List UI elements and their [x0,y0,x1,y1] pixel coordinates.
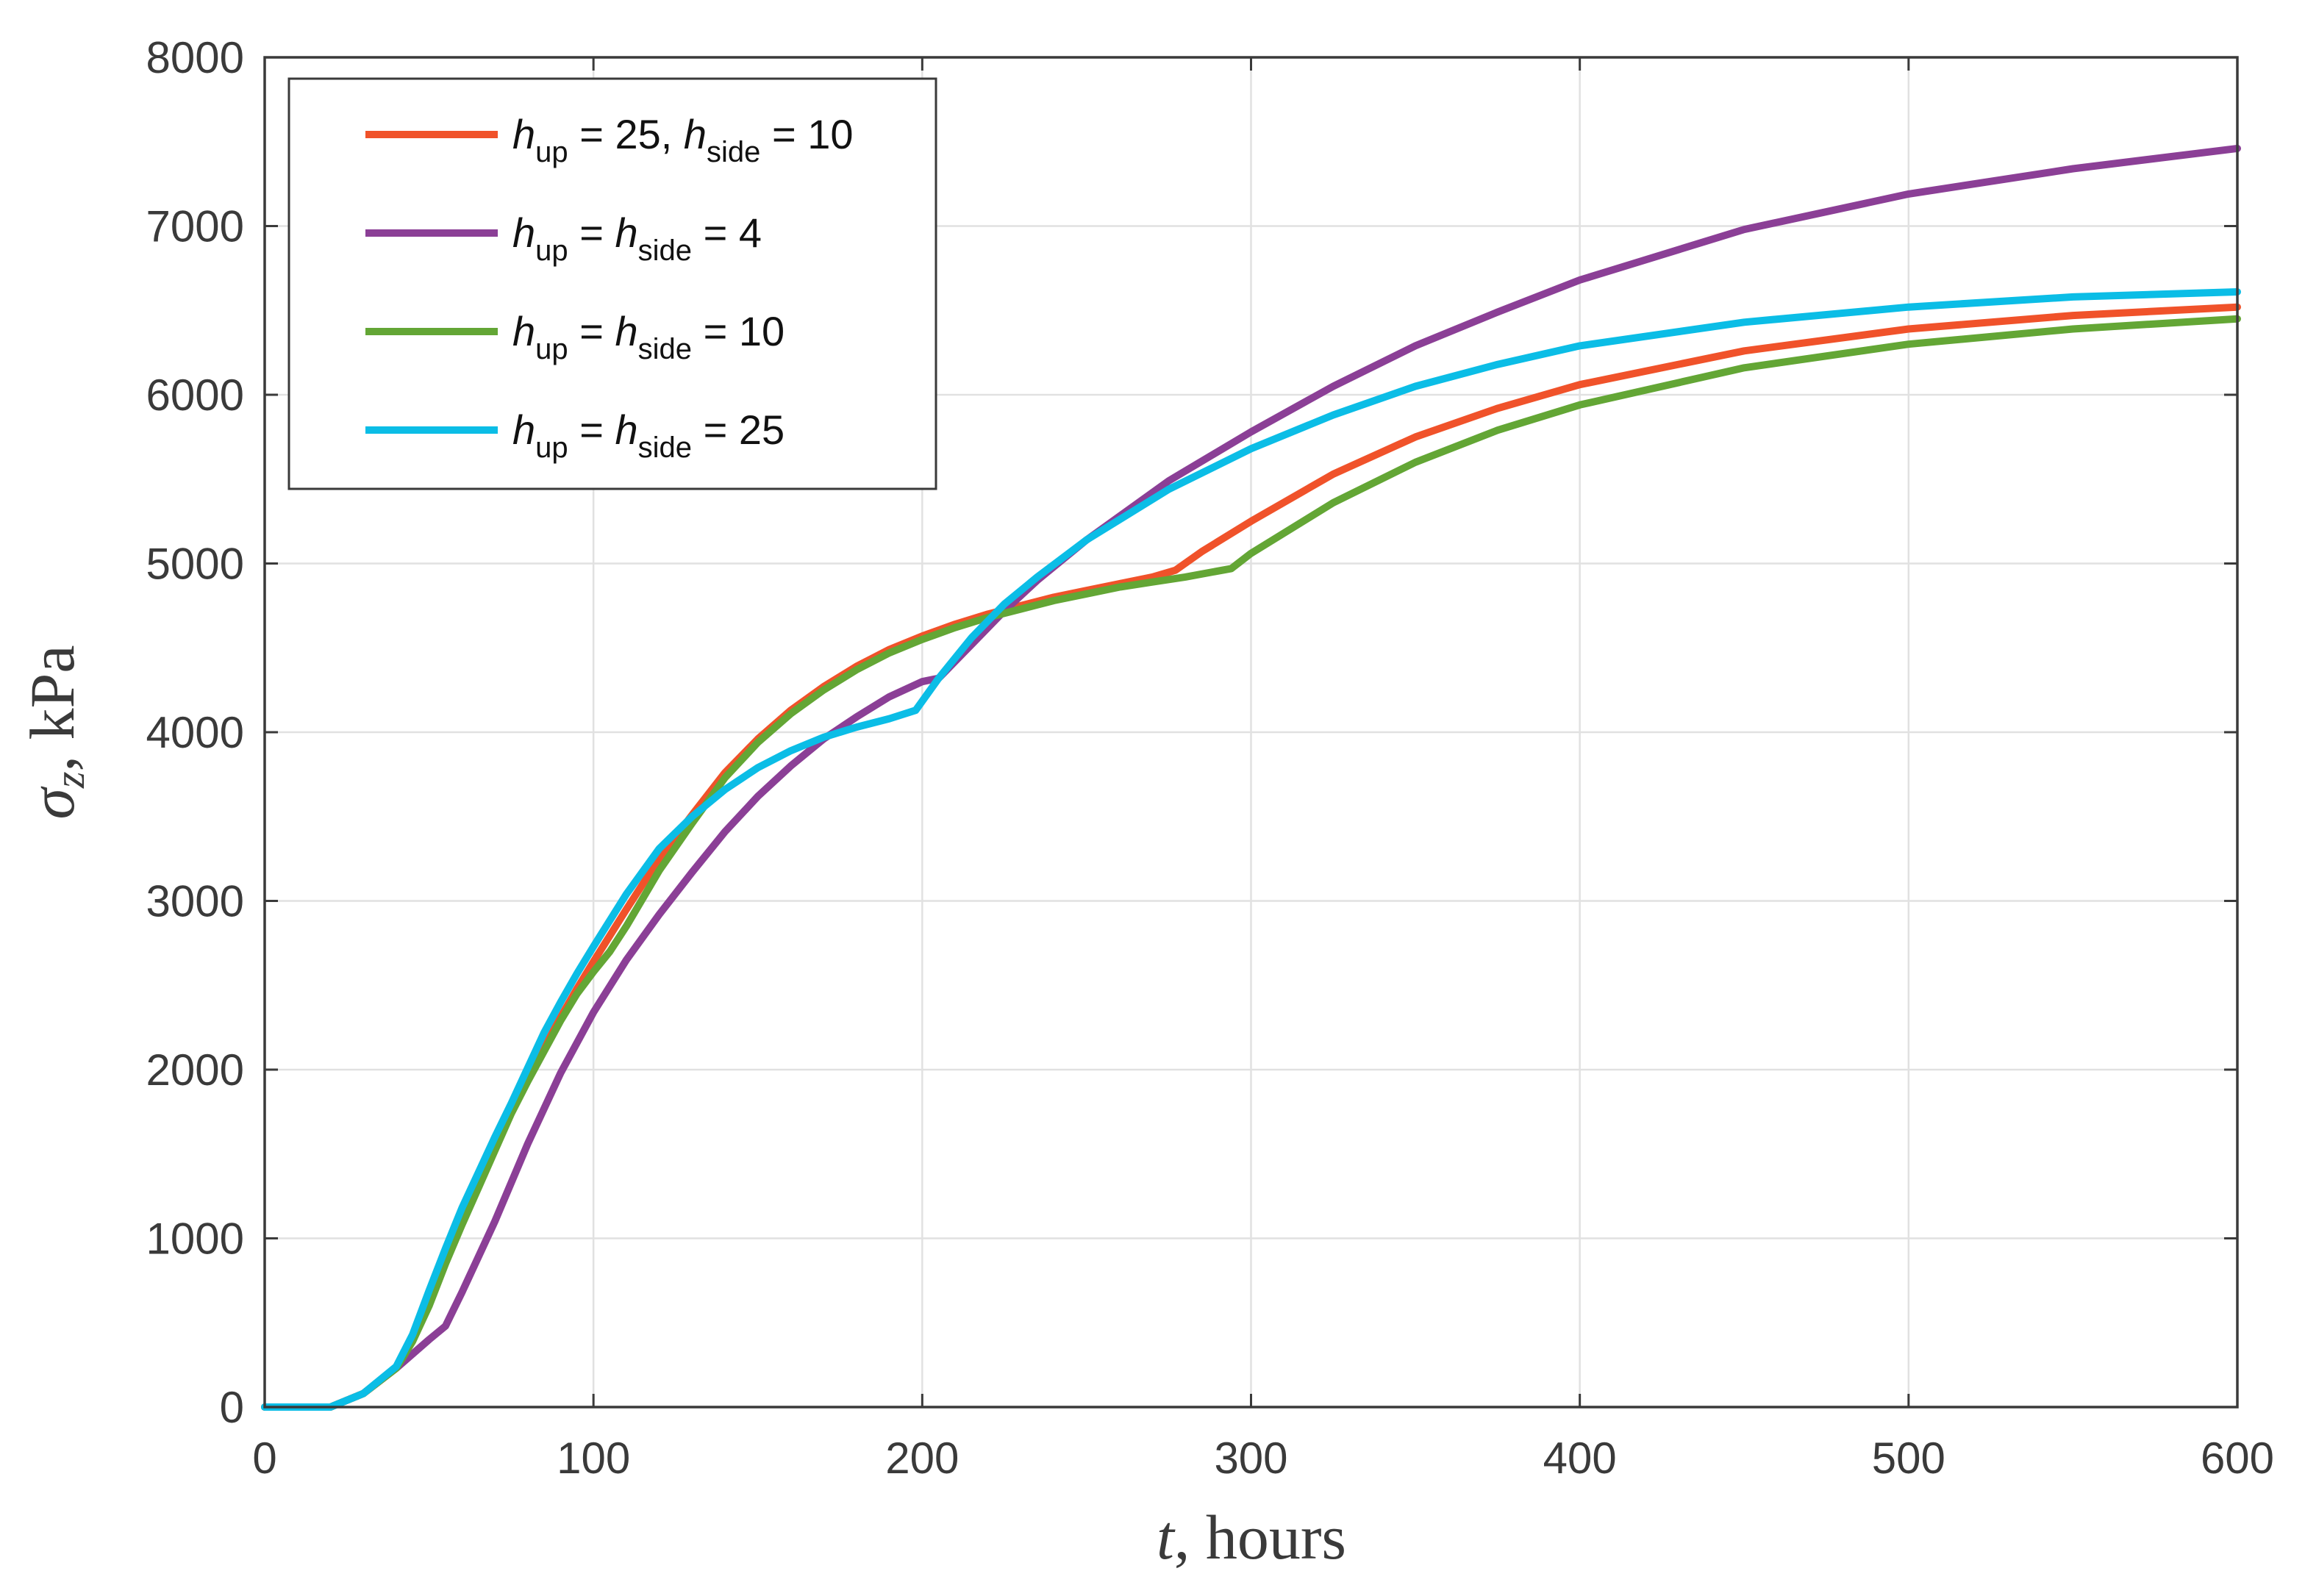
y-axis-unit: , kPa [17,645,87,772]
legend-label-3: hup = hside = 10 [512,308,785,365]
y-tick-label: 5000 [146,540,244,589]
y-tick-label: 2000 [146,1045,244,1095]
x-tick-label: 300 [1214,1434,1287,1483]
legend-box [287,77,937,490]
y-axis-subscript: z [46,772,93,790]
x-axis-unit: , hours [1174,1502,1346,1572]
y-tick-labels: 0 1000 2000 3000 4000 5000 6000 7000 8000 [146,33,244,1432]
x-tick-label: 100 [557,1434,630,1483]
y-tick-label: 7000 [146,202,244,251]
y-tick-label: 1000 [146,1214,244,1264]
x-tick-label: 200 [885,1434,959,1483]
axis-ticks [263,56,2239,1409]
x-tick-label: 600 [2201,1434,2274,1483]
x-tick-label: 500 [1872,1434,1945,1483]
x-axis-title: t, hours [1157,1502,1346,1572]
legend-label-2: hup = hside = 4 [512,210,762,267]
y-tick-label: 4000 [146,708,244,757]
y-tick-label: 6000 [146,371,244,420]
y-axis-symbol: σ [17,786,87,820]
series-group [261,144,2241,1411]
y-axis-title: σz, kPa [17,645,93,820]
x-axis-var: t [1157,1502,1176,1572]
grid-lines [263,56,2239,1409]
legend: hup = 25, hside = 10 hup = hside = 4 hup =… [287,77,937,490]
x-tick-label: 400 [1543,1434,1617,1483]
y-tick-label: 3000 [146,877,244,926]
legend-label-4: hup = hside = 25 [512,407,785,464]
x-tick-labels: 0 100 200 300 400 500 600 [252,1434,2274,1483]
series-line-3 [261,315,2241,1411]
legend-label-1: hup = 25, hside = 10 [512,111,854,168]
series-line-4 [261,288,2241,1411]
x-tick-label: 0 [252,1434,276,1483]
y-tick-label: 8000 [146,33,244,82]
y-tick-label: 0 [220,1383,244,1432]
